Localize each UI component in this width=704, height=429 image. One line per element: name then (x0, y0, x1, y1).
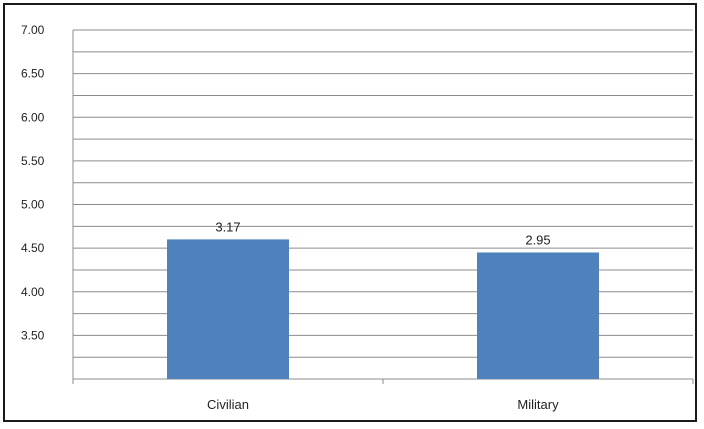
chart-frame: 3.50 4.00 4.50 5.00 5.50 6.00 6.50 7.00 3.17 Civi… (3, 3, 697, 422)
y-tick-label: 7.00 (21, 23, 45, 37)
y-tick-label: 4.00 (21, 285, 45, 299)
bars (167, 239, 599, 379)
y-tick-label: 3.50 (21, 328, 45, 342)
data-label: 3.17 (215, 219, 240, 234)
y-tick-label: 6.00 (21, 110, 45, 124)
axes (72, 30, 694, 384)
x-category-label: Military (517, 397, 559, 412)
bar-military (477, 252, 599, 379)
y-tick-label: 5.00 (21, 198, 45, 212)
y-tick-label: 6.50 (21, 67, 45, 81)
bar-chart: 3.50 4.00 4.50 5.00 5.50 6.00 6.50 7.00 3.17 Civi… (21, 23, 694, 412)
y-tick-label: 4.50 (21, 241, 45, 255)
x-category-label: Civilian (207, 397, 249, 412)
gridlines (73, 29, 693, 358)
data-label: 2.95 (525, 232, 550, 247)
y-tick-label: 5.50 (21, 154, 45, 168)
labels: 3.50 4.00 4.50 5.00 5.50 6.00 6.50 7.00 3.17 Civi… (21, 23, 559, 412)
bar-civilian (167, 239, 289, 379)
